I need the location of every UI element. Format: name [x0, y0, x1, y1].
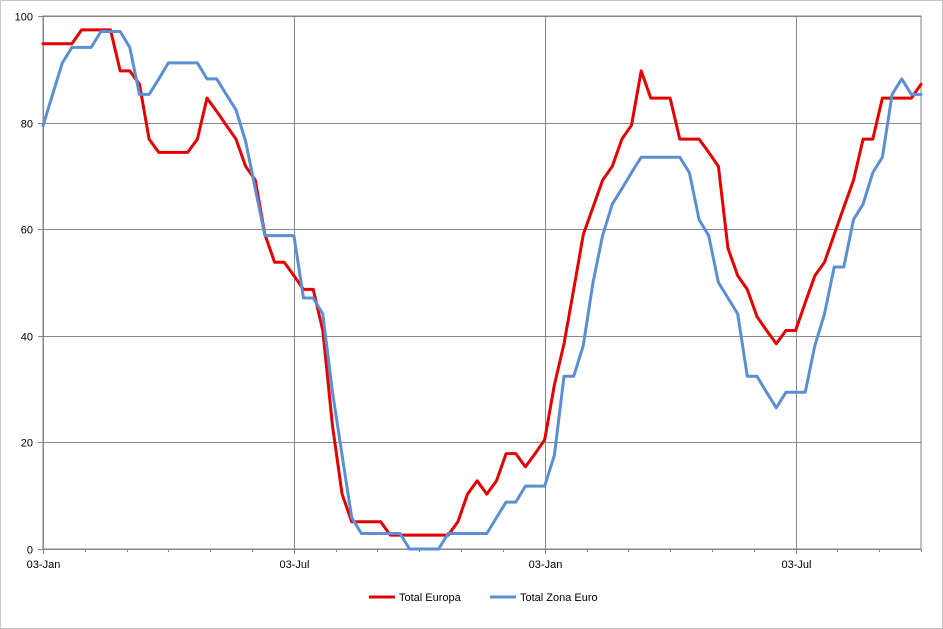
series-line-total-europa [41, 28, 923, 537]
legend-label: Total Europa [399, 592, 462, 604]
legend-label: Total Zona Euro [520, 592, 598, 604]
y-tick-label: 60 [21, 225, 33, 237]
series-line-total-zona-euro [41, 30, 923, 551]
axes [38, 15, 922, 554]
y-tick-label: 20 [21, 438, 33, 450]
y-tick-labels: 0 20 40 60 80 100 [15, 12, 33, 557]
plot-area [42, 15, 922, 550]
y-tick-label: 0 [27, 545, 33, 557]
series-lines [41, 28, 923, 551]
y-tick-label: 40 [21, 332, 33, 344]
legend: Total Europa Total Zona Euro [369, 592, 598, 604]
x-tick-label: 03-Jan [27, 559, 61, 571]
x-tick-label: 03-Jul [782, 559, 812, 571]
y-tick-label: 100 [15, 12, 33, 24]
x-tick-labels: 03-Jan 03-Jul 03-Jan 03-Jul [27, 559, 812, 571]
x-tick-label: 03-Jul [280, 559, 310, 571]
grid-lines [43, 16, 921, 550]
x-tick-label: 03-Jan [529, 559, 563, 571]
y-tick-label: 80 [21, 119, 33, 131]
